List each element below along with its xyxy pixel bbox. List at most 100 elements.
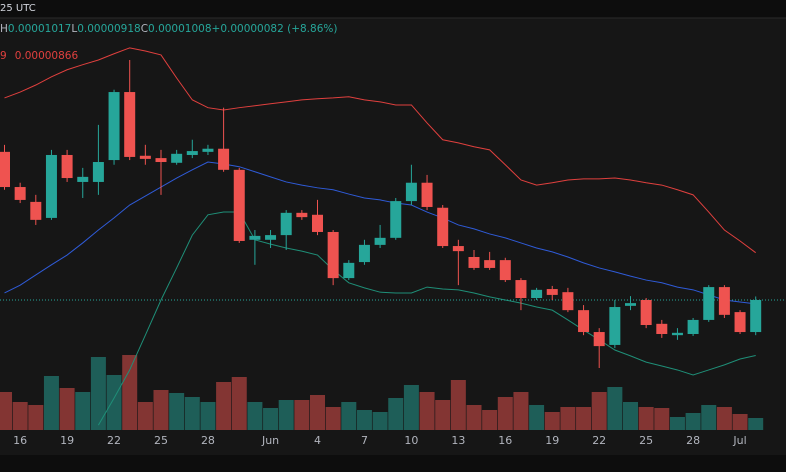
- x-tick-label: 22: [592, 434, 606, 447]
- volume-bar: [701, 405, 717, 430]
- legend-value: 0.00001008: [148, 23, 212, 35]
- candle-body: [437, 207, 449, 247]
- volume-bar: [544, 412, 560, 430]
- legend-change: +0.00000082 (+8.86%): [211, 23, 338, 35]
- volume-bar: [372, 412, 388, 430]
- candle-body: [171, 153, 183, 163]
- bottom-strip: [0, 455, 786, 472]
- volume-bar: [28, 405, 44, 430]
- candle-body: [312, 214, 323, 232]
- bands-lower-value: 0.00000866: [14, 50, 79, 62]
- candle-body: [358, 244, 370, 263]
- candle-body: [593, 332, 605, 347]
- candle-body: [531, 289, 543, 299]
- volume-bar: [388, 398, 404, 430]
- band-line: [4, 47, 756, 254]
- top-strip: [0, 0, 786, 18]
- candle-body: [656, 323, 668, 334]
- candle-body: [546, 289, 558, 295]
- volume-bar: [263, 408, 279, 430]
- candle-body: [718, 287, 730, 315]
- candle-body: [750, 299, 762, 333]
- volume-bar: [403, 385, 419, 430]
- candle-body: [296, 212, 308, 218]
- candle-body: [468, 256, 480, 268]
- candle-body: [734, 312, 746, 333]
- volume-bar: [59, 388, 75, 430]
- candle-body: [421, 182, 433, 207]
- band-line: [97, 211, 756, 426]
- volume-bar: [716, 407, 732, 430]
- volume-bar: [669, 417, 685, 430]
- candle-body: [625, 303, 636, 306]
- volume-bar: [216, 382, 232, 430]
- candle-body: [139, 155, 151, 159]
- volume-bar: [278, 400, 294, 430]
- x-tick-label: Jul: [732, 434, 746, 447]
- candle-body: [499, 260, 511, 281]
- candle-body: [233, 169, 245, 241]
- x-tick-label: 28: [201, 434, 215, 447]
- candle-body: [30, 201, 42, 220]
- time-note: 25 UTC: [0, 3, 36, 14]
- candle-body: [45, 154, 57, 218]
- legend-label: C: [140, 23, 149, 35]
- candle-body: [14, 187, 26, 200]
- volume-bar: [435, 400, 451, 430]
- x-tick-label: 22: [107, 434, 121, 447]
- x-tick-label: 16: [13, 434, 27, 447]
- candle-body: [265, 235, 277, 240]
- volume-bar: [607, 387, 623, 430]
- volume-bar: [153, 390, 169, 430]
- plot-area: [0, 47, 786, 430]
- candle-body: [484, 260, 496, 268]
- volume-bar: [482, 410, 498, 430]
- candle-body: [343, 262, 355, 279]
- x-tick-label: 16: [498, 434, 512, 447]
- legend-label: H: [0, 23, 8, 35]
- x-tick-label: 25: [639, 434, 653, 447]
- volume-bar: [184, 397, 200, 430]
- x-tick-label: 7: [361, 434, 368, 447]
- ohlc-legend: H0.00001017L0.00000918C0.00001008+0.0000…: [0, 23, 337, 35]
- volume-bar: [638, 407, 654, 430]
- volume-bar: [466, 405, 482, 430]
- x-tick-label: 28: [686, 434, 700, 447]
- candle-body: [405, 182, 417, 202]
- volume-bar: [732, 414, 748, 430]
- candle-body: [218, 148, 230, 170]
- volume-bar: [529, 405, 545, 430]
- volume-bar: [497, 397, 513, 430]
- candle-body: [515, 280, 527, 299]
- volume-bar: [325, 407, 341, 430]
- volume-bar: [685, 413, 701, 430]
- x-tick-label: Jun: [261, 434, 279, 447]
- x-tick-label: 10: [404, 434, 418, 447]
- volume-bar: [12, 402, 28, 430]
- volume-bar: [43, 376, 59, 430]
- x-tick-label: 4: [314, 434, 321, 447]
- volume-bar: [419, 392, 435, 430]
- volume-bar: [341, 402, 357, 430]
- bands-upper-value: 9: [0, 50, 7, 62]
- candle-body: [578, 310, 590, 333]
- candle-body: [609, 307, 621, 345]
- candle-body: [703, 287, 715, 320]
- candle-body: [249, 235, 261, 240]
- bands-legend: 9 0.00000866: [0, 50, 78, 62]
- x-tick-label: 25: [154, 434, 168, 447]
- candle-body: [124, 92, 136, 157]
- candle-body: [0, 151, 10, 188]
- x-tick-label: 19: [545, 434, 559, 447]
- legend-label: L: [71, 23, 78, 35]
- volume-bar: [513, 392, 529, 430]
- volume-bar: [137, 402, 153, 430]
- candle-body: [390, 201, 402, 238]
- volume-bar: [169, 393, 185, 430]
- volume-bar: [748, 418, 764, 430]
- volume-bar: [450, 380, 466, 430]
- candle-body: [327, 231, 339, 279]
- candle-body: [671, 332, 683, 336]
